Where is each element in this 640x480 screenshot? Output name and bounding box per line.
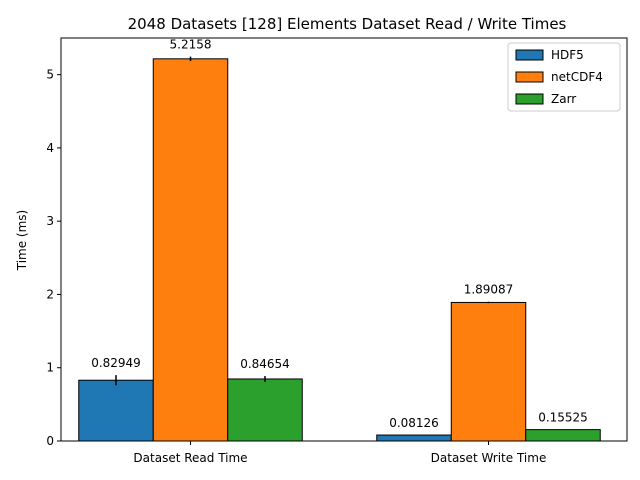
y-tick-label: 1	[46, 361, 54, 375]
legend-entry-hdf5: HDF5	[551, 48, 584, 62]
plot-area: 0 1 2 3 4 5 0.82949 0.08126 5.2158 1.89087 0.84654…	[46, 37, 628, 465]
bar-data-label: 0.82949	[91, 356, 141, 370]
bar-netcdf4-2	[450, 301, 527, 442]
x-tick-label: Dataset Write Time	[431, 451, 547, 465]
chart-title: 2048 Datasets [128] Elements Dataset Rea…	[128, 15, 567, 33]
y-tick-label: 2	[46, 287, 54, 301]
bar-data-label: 1.89087	[464, 283, 514, 297]
axes-frame	[60, 37, 628, 442]
legend: HDF5 netCDF4 Zarr	[507, 42, 621, 112]
legend-swatch-hdf5	[515, 49, 544, 61]
bar-hdf5-1	[78, 379, 154, 442]
legend-entry-netcdf4: netCDF4	[551, 70, 603, 84]
legend-swatch-netcdf4	[515, 71, 544, 83]
y-axis-label: Time (ms)	[15, 210, 29, 272]
y-tick-label: 4	[46, 141, 54, 155]
legend-entry-zarr: Zarr	[551, 92, 576, 106]
bar-hdf5-2	[376, 434, 452, 442]
y-tick-label: 0	[46, 434, 54, 448]
bar-data-label: 0.08126	[389, 416, 439, 430]
y-tick-label: 5	[46, 68, 54, 82]
bar-data-label: 0.15525	[538, 411, 588, 425]
x-tick-label: Dataset Read Time	[133, 451, 247, 465]
legend-swatch-zarr	[515, 93, 544, 105]
bar-netcdf4-1	[152, 58, 229, 442]
y-tick-label: 3	[46, 214, 54, 228]
bar-zarr-1	[227, 378, 303, 442]
bar-zarr-2	[525, 429, 601, 442]
bar-data-label: 5.2158	[170, 38, 212, 52]
bar-data-label: 0.84654	[240, 357, 290, 371]
